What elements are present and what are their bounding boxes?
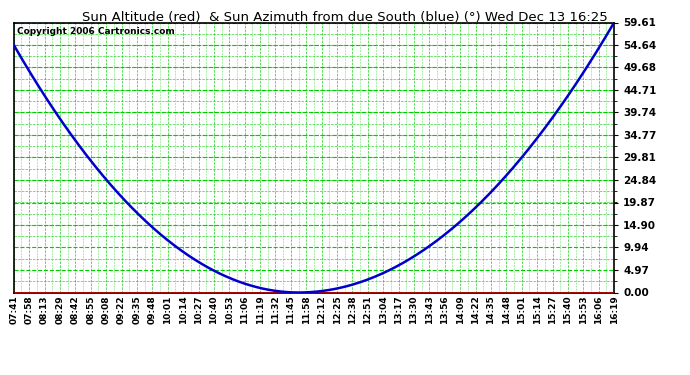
Text: Copyright 2006 Cartronics.com: Copyright 2006 Cartronics.com — [17, 27, 175, 36]
Text: Sun Altitude (red)  & Sun Azimuth from due South (blue) (°) Wed Dec 13 16:25: Sun Altitude (red) & Sun Azimuth from du… — [82, 11, 608, 24]
